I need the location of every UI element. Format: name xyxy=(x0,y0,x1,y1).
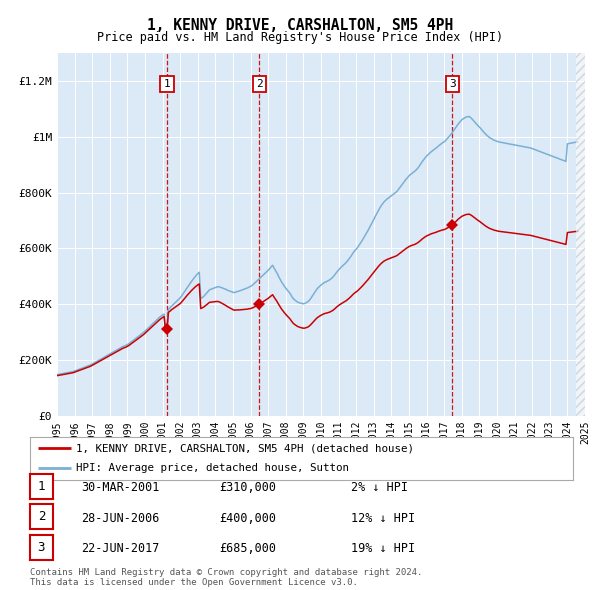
Text: 30-MAR-2001: 30-MAR-2001 xyxy=(81,481,160,494)
Text: £685,000: £685,000 xyxy=(219,542,276,555)
Text: Contains HM Land Registry data © Crown copyright and database right 2024.
This d: Contains HM Land Registry data © Crown c… xyxy=(30,568,422,587)
Text: 3: 3 xyxy=(449,79,456,89)
Text: 2: 2 xyxy=(38,510,45,523)
Text: 22-JUN-2017: 22-JUN-2017 xyxy=(81,542,160,555)
Text: 3: 3 xyxy=(38,541,45,554)
Text: 1, KENNY DRIVE, CARSHALTON, SM5 4PH: 1, KENNY DRIVE, CARSHALTON, SM5 4PH xyxy=(147,18,453,32)
Text: 12% ↓ HPI: 12% ↓ HPI xyxy=(351,512,415,525)
Text: 28-JUN-2006: 28-JUN-2006 xyxy=(81,512,160,525)
Text: HPI: Average price, detached house, Sutton: HPI: Average price, detached house, Sutt… xyxy=(76,463,349,473)
Text: 1: 1 xyxy=(38,480,45,493)
Text: Price paid vs. HM Land Registry's House Price Index (HPI): Price paid vs. HM Land Registry's House … xyxy=(97,31,503,44)
Text: 2: 2 xyxy=(256,79,263,89)
Text: 2% ↓ HPI: 2% ↓ HPI xyxy=(351,481,408,494)
Text: 1: 1 xyxy=(164,79,170,89)
Text: 19% ↓ HPI: 19% ↓ HPI xyxy=(351,542,415,555)
Text: 1, KENNY DRIVE, CARSHALTON, SM5 4PH (detached house): 1, KENNY DRIVE, CARSHALTON, SM5 4PH (det… xyxy=(76,443,414,453)
Text: £310,000: £310,000 xyxy=(219,481,276,494)
Text: £400,000: £400,000 xyxy=(219,512,276,525)
